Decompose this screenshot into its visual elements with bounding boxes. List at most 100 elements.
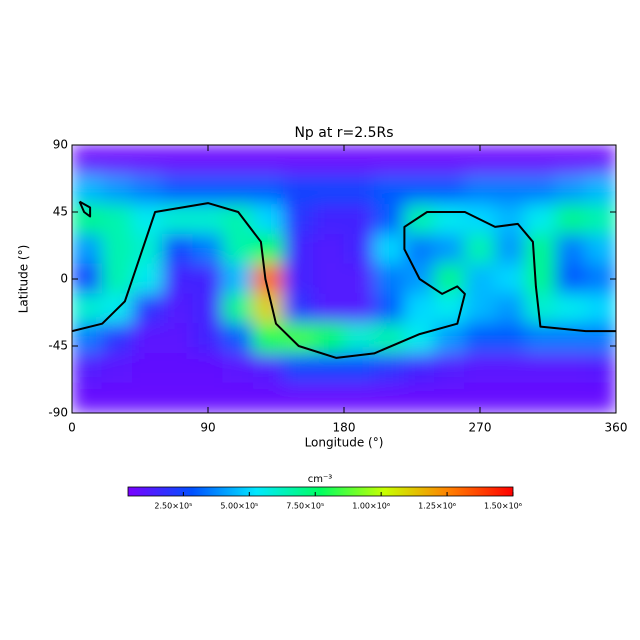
heatmap-cell <box>524 352 557 384</box>
x-axis-label: Longitude (°) <box>305 436 384 450</box>
contours <box>72 200 616 359</box>
heatmap-cell <box>403 352 436 384</box>
heatmap-cell <box>72 204 103 235</box>
heatmap-cell <box>555 174 587 206</box>
heatmap-cell <box>222 233 254 265</box>
heatmap-cell <box>101 174 133 206</box>
x-tick-label: 0 <box>68 421 76 435</box>
heatmap-cell <box>343 233 375 265</box>
heatmap-cell <box>373 204 405 235</box>
heatmap-cell <box>373 263 405 295</box>
x-tick-label: 270 <box>469 421 492 435</box>
heatmap-cell <box>494 263 526 295</box>
heatmap-cell <box>434 382 466 413</box>
heatmap-cell <box>283 204 315 235</box>
heatmap-cell <box>222 145 254 176</box>
heatmap-cell <box>222 174 254 206</box>
x-tick-label: 360 <box>605 421 628 435</box>
heatmap-cell <box>585 293 616 325</box>
heatmap-cell <box>72 233 103 265</box>
heatmap-cell <box>192 352 224 384</box>
heatmap-cell <box>524 145 557 176</box>
heatmap-cell <box>131 382 164 413</box>
heatmap-cell <box>162 293 194 325</box>
colorbar-label: cm⁻³ <box>308 474 333 485</box>
heatmap-cell <box>252 382 285 413</box>
heatmap-cell <box>222 323 254 354</box>
heatmap-cell <box>585 174 616 206</box>
heatmap-cell <box>555 352 587 384</box>
heatmap-cell <box>131 293 164 325</box>
heatmap-cell <box>192 204 224 235</box>
heatmap-cell <box>162 174 194 206</box>
heatmap-cell <box>252 174 285 206</box>
colorbar-tick-label: 1.50×10⁶ <box>484 502 522 511</box>
heatmap-cell <box>131 263 164 295</box>
heatmap-cell <box>555 263 587 295</box>
heatmap-cell <box>162 382 194 413</box>
heatmap-cell <box>403 145 436 176</box>
heatmap-cell <box>585 204 616 235</box>
heatmap-cell <box>192 174 224 206</box>
y-axis-label: Latitude (°) <box>17 245 31 314</box>
heatmap-cell <box>403 382 436 413</box>
heatmap-cell <box>464 263 496 295</box>
heatmap-cell <box>101 323 133 354</box>
heatmap-cell <box>192 323 224 354</box>
heatmap-cell <box>313 263 345 295</box>
heatmap-cell <box>283 293 315 325</box>
heatmap-cell <box>252 204 285 235</box>
heatmap-cell <box>101 204 133 235</box>
heatmap-cell <box>162 233 194 265</box>
heatmap-cell <box>162 145 194 176</box>
heatmap-cell <box>283 174 315 206</box>
y-tick-label: 45 <box>53 205 68 219</box>
heatmap-cell <box>403 174 436 206</box>
heatmap-cell <box>494 204 526 235</box>
x-tick-label: 90 <box>200 421 215 435</box>
heatmap-cell <box>555 382 587 413</box>
heatmap-cell <box>192 293 224 325</box>
colorbar-tick-label: 1.00×10⁶ <box>352 502 390 511</box>
contour-line <box>78 200 92 218</box>
heatmap-cell <box>283 352 315 384</box>
y-tick-label: -45 <box>48 339 68 353</box>
heatmap-cell <box>283 145 315 176</box>
heatmap-cell <box>585 352 616 384</box>
heatmap-cell <box>343 263 375 295</box>
heatmap-cell <box>494 352 526 384</box>
colorbar-tick-label: 7.50×10⁵ <box>286 502 324 511</box>
y-tick-label: -90 <box>48 406 68 420</box>
heatmap-cell <box>524 382 557 413</box>
heatmap-cell <box>373 145 405 176</box>
heatmap-cell <box>464 293 496 325</box>
heatmap-cell <box>313 382 345 413</box>
heatmap-cell <box>252 323 285 354</box>
heatmap-cell <box>343 145 375 176</box>
heatmap-cell <box>524 174 557 206</box>
heatmap-cell <box>494 233 526 265</box>
heatmap-cell <box>222 352 254 384</box>
heatmap-cell <box>373 382 405 413</box>
heatmap-cell <box>494 174 526 206</box>
heatmap-cell <box>555 204 587 235</box>
heatmap-cell <box>192 233 224 265</box>
heatmap-cell <box>373 352 405 384</box>
heatmap-cell <box>72 382 103 413</box>
heatmap-cell <box>524 204 557 235</box>
heatmap-cell <box>101 145 133 176</box>
heatmap-cell <box>524 263 557 295</box>
heatmap-cell <box>343 204 375 235</box>
heatmap-cell <box>131 233 164 265</box>
heatmap-cell <box>403 204 436 235</box>
heatmap-cell <box>101 263 133 295</box>
heatmap-cell <box>101 382 133 413</box>
heatmap-cell <box>72 293 103 325</box>
heatmap-cell <box>434 145 466 176</box>
heatmap-cell <box>72 352 103 384</box>
colorbar-tick-label: 5.00×10⁵ <box>220 502 258 511</box>
heatmap-cell <box>283 233 315 265</box>
heatmap-cell <box>283 382 315 413</box>
heatmap-cell <box>222 382 254 413</box>
